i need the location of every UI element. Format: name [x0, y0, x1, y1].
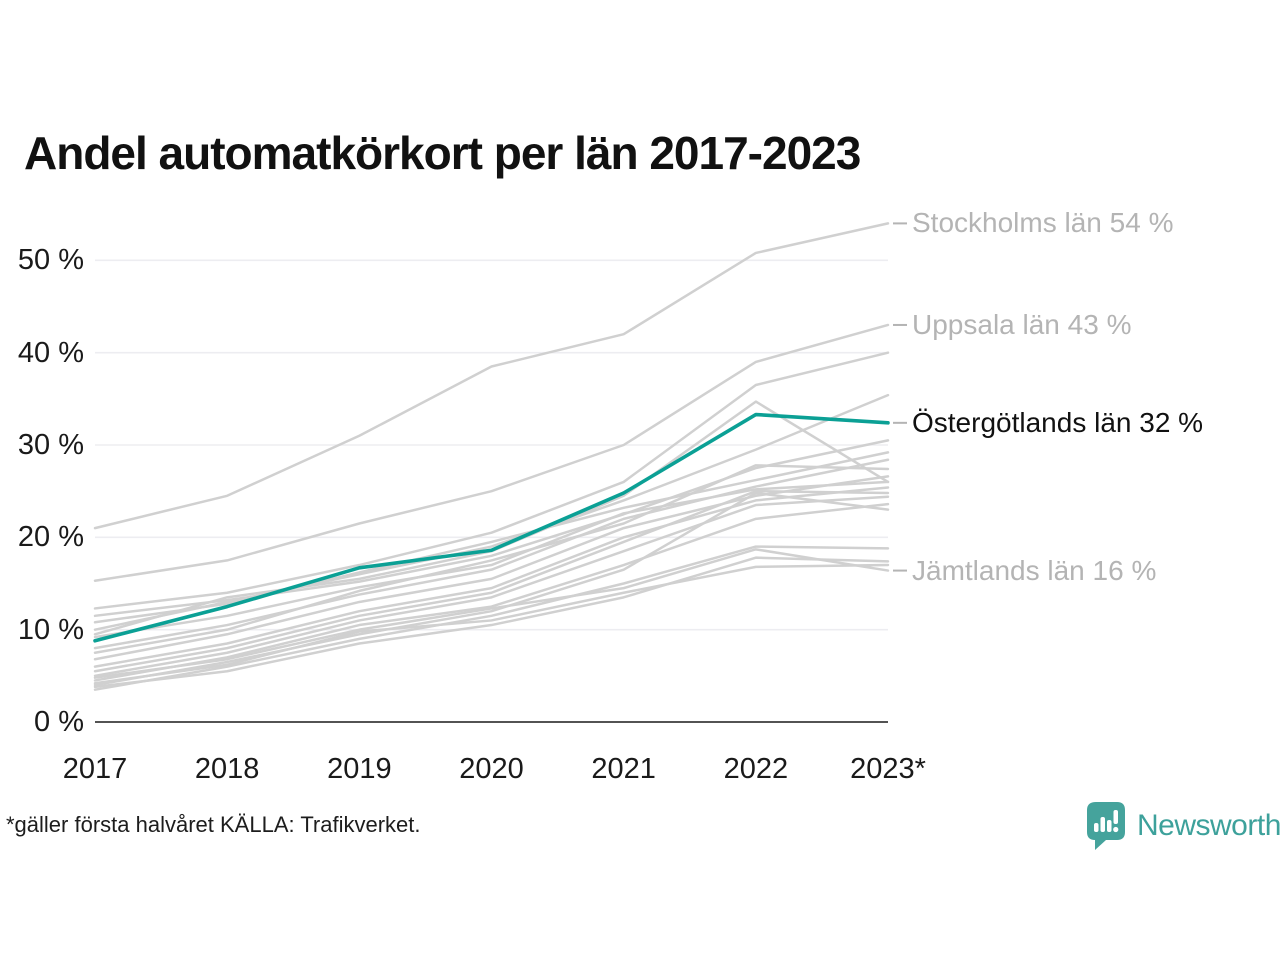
county-line: [93, 545, 890, 691]
highlight-line: [93, 412, 890, 643]
y-axis-tick-label: 40 %: [17, 336, 84, 369]
county-line: [93, 480, 890, 639]
chart-footnote: *gäller första halvåret KÄLLA: Trafikver…: [6, 812, 421, 837]
newsworthy-logo: Newsworthy: [1084, 799, 1280, 853]
newsworthy-logo-text: Newsworthy: [1137, 809, 1280, 842]
series-label: Stockholms län 54 %: [912, 207, 1174, 239]
x-axis-tick-label: 2017: [62, 753, 128, 785]
county-line: [93, 563, 890, 685]
county-line: [93, 393, 890, 631]
county-line: [93, 489, 890, 673]
series-label: Östergötlands län 32 %: [912, 406, 1204, 438]
x-axis-tick-label: 2022: [723, 753, 789, 785]
county-line: [93, 351, 890, 610]
county-line: [93, 502, 890, 682]
y-axis-tick-label: 30 %: [17, 429, 84, 461]
x-axis-tick-label: 2021: [591, 753, 656, 785]
y-axis-tick-label: 0 %: [34, 706, 84, 738]
county-line: [93, 486, 890, 668]
county-line: [93, 556, 890, 689]
county-line: [93, 222, 890, 530]
county-line: [93, 439, 890, 618]
x-axis-tick-label: 2018: [194, 753, 260, 785]
x-axis-tick-label: 2019: [327, 753, 392, 785]
series-label: Uppsala län 43 %: [912, 308, 1132, 340]
county-line: [93, 451, 890, 624]
y-axis-tick-label: 50 %: [17, 244, 84, 277]
series-label: Jämtlands län 16 %: [912, 554, 1157, 586]
y-axis-tick-label: 10 %: [17, 613, 84, 646]
county-line: [93, 458, 890, 650]
chart-title: Andel automatkörkort per län 2017-2023: [24, 127, 861, 179]
county-line: [93, 323, 890, 582]
bar-chart-speech-bubble-icon: [1087, 802, 1125, 850]
x-axis-tick-label: 2023*: [850, 753, 926, 785]
county-line: [93, 491, 890, 687]
y-axis-tick-label: 20 %: [17, 521, 84, 554]
county-line: [93, 475, 890, 661]
county-line: [93, 548, 890, 679]
x-axis-tick-label: 2020: [459, 753, 524, 785]
county-line: [93, 464, 890, 655]
county-line: [93, 495, 890, 678]
